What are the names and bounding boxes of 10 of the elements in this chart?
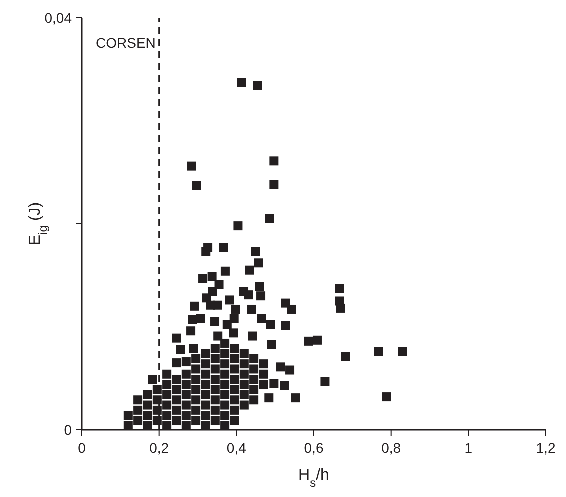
x-tick-label: 0,6: [304, 440, 324, 456]
x-axis-title: H$_{s}$/h: [298, 467, 330, 490]
x-tick-label: 0,2: [150, 440, 170, 456]
x-tick-label: 0,8: [382, 440, 402, 456]
x-tick-label: 1: [464, 440, 473, 456]
x-tick-label: 0,4: [226, 440, 247, 456]
annotation: CORSEN: [96, 35, 156, 51]
x-tick-label: 1,2: [536, 440, 556, 456]
y-tick-label: 0,04: [44, 10, 72, 26]
x-tick-label: 0: [78, 440, 86, 456]
